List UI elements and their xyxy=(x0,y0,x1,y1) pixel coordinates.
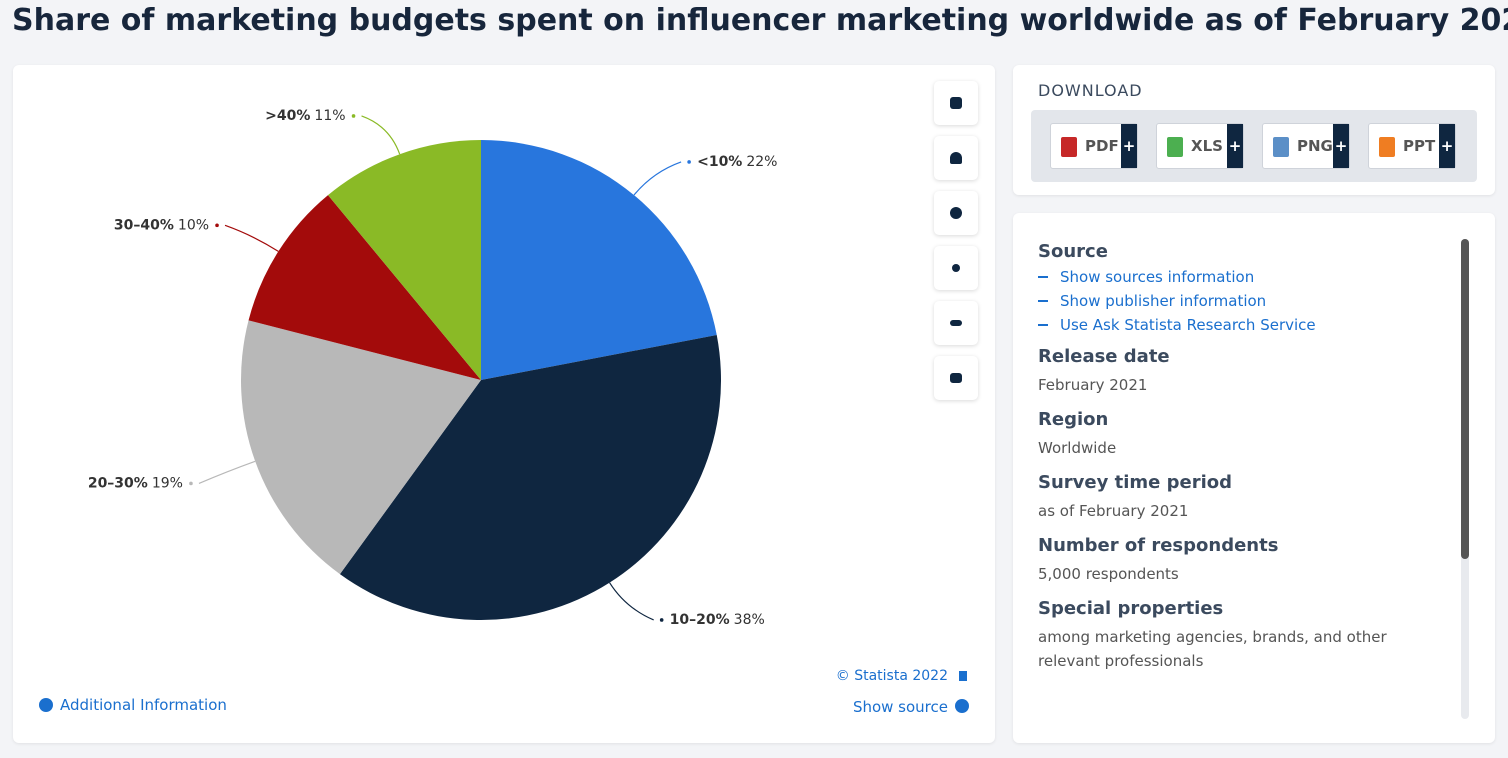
button-label: XLS xyxy=(1191,137,1223,155)
info-section: Number of respondents 5,000 respondents xyxy=(1038,535,1438,586)
category-label: 20–30% xyxy=(88,475,148,491)
info-card: Source Show sources information Show publ… xyxy=(1013,213,1495,743)
additional-info[interactable]: Additional Information xyxy=(60,696,227,714)
category-label: 30–40% xyxy=(114,217,174,233)
data-label: 30–40% 10% xyxy=(114,217,209,233)
download-button[interactable]: XLS + xyxy=(1156,123,1244,169)
label-dot xyxy=(687,160,691,164)
button-label: PPT xyxy=(1403,137,1436,155)
chart: <10% 22% 10–20% 38% 20–30% 19% 30–40% 10% >40% 11… xyxy=(88,108,778,628)
button-plus: + xyxy=(1439,124,1455,168)
pie-slice xyxy=(241,320,481,575)
section-heading: Source xyxy=(1038,241,1108,262)
file-icon xyxy=(1061,137,1077,157)
print-button[interactable] xyxy=(934,356,978,400)
value-label: 11% xyxy=(314,108,345,124)
button-label: PDF xyxy=(1085,137,1119,155)
leader-line xyxy=(633,161,682,196)
credit[interactable]: © Statista 2022 xyxy=(835,668,948,684)
section-heading: Survey time period xyxy=(1038,472,1232,493)
link-row: Show publisher information xyxy=(1038,292,1438,310)
file-icon xyxy=(1167,137,1183,157)
show-source[interactable]: Show source xyxy=(852,698,948,716)
arrow-icon xyxy=(1038,300,1048,302)
leader-line xyxy=(609,582,654,621)
scrollbar-thumb xyxy=(1461,239,1469,559)
info-section: Region Worldwide xyxy=(1038,409,1438,460)
value-label: 22% xyxy=(746,154,777,170)
settings-button[interactable] xyxy=(934,191,978,235)
leader-line xyxy=(361,115,401,155)
info-icon xyxy=(955,699,969,713)
file-icon xyxy=(1273,137,1289,157)
info-content: Source Show sources information Show publ… xyxy=(1038,229,1438,721)
info-section: Release date February 2021 xyxy=(1038,346,1438,397)
category-label: >40% xyxy=(265,108,310,124)
data-label: <10% 22% xyxy=(697,154,777,170)
info-section: Survey time period as of February 2021 xyxy=(1038,472,1438,523)
value-label: 19% xyxy=(152,475,183,491)
download-button[interactable]: PNG + xyxy=(1262,123,1350,169)
section-heading: Region xyxy=(1038,409,1109,430)
category-label: <10% xyxy=(697,154,742,170)
cite-button[interactable] xyxy=(934,301,978,345)
section-heading: Release date xyxy=(1038,346,1170,367)
section-text: Worldwide xyxy=(1038,439,1117,457)
button-plus: + xyxy=(1333,124,1349,168)
source-link[interactable]: Show sources information xyxy=(1060,268,1255,286)
data-label: >40% 11% xyxy=(265,108,345,124)
section-text: 5,000 respondents xyxy=(1038,565,1179,583)
arrow-icon xyxy=(1038,324,1048,326)
download-title: DOWNLOAD xyxy=(1038,81,1143,100)
source-link[interactable]: Use Ask Statista Research Service xyxy=(1060,316,1316,334)
data-label: 20–30% 19% xyxy=(88,475,183,491)
info-section: Special properties among marketing agenci… xyxy=(1038,598,1438,673)
download-button[interactable]: PPT + xyxy=(1368,123,1456,169)
file-icon xyxy=(1379,137,1395,157)
label-dot xyxy=(659,618,664,622)
button-label: PNG xyxy=(1297,137,1333,155)
chart-card: <10% 22% 10–20% 38% 20–30% 19% 30–40% 10% >40% 11… xyxy=(13,65,995,743)
arrow-icon xyxy=(1038,276,1048,278)
download-button[interactable]: PDF + xyxy=(1050,123,1138,169)
share-button[interactable] xyxy=(934,246,978,290)
button-plus: + xyxy=(1121,124,1137,168)
info-icon xyxy=(39,698,53,712)
section-heading: Special properties xyxy=(1038,598,1224,619)
leader-line xyxy=(198,460,256,485)
favorite-button[interactable] xyxy=(934,81,978,125)
pie-slice xyxy=(481,140,717,380)
link-row: Use Ask Statista Research Service xyxy=(1038,316,1438,334)
section-text: as of February 2021 xyxy=(1038,502,1189,520)
download-card: DOWNLOAD PDF + XLS + PNG + PPT + xyxy=(1013,65,1495,195)
label-dot xyxy=(351,114,356,118)
section-text: February 2021 xyxy=(1038,376,1148,394)
section-text: among marketing agencies, brands, and ot… xyxy=(1038,628,1387,670)
button-plus: + xyxy=(1227,124,1243,168)
source-link[interactable]: Show publisher information xyxy=(1060,292,1267,310)
flag-icon xyxy=(959,671,967,681)
pie-slice xyxy=(328,140,481,380)
pie-slice xyxy=(248,195,481,380)
leader-line xyxy=(224,224,279,252)
pie-slice xyxy=(339,335,722,621)
section-heading: Number of respondents xyxy=(1038,535,1279,556)
label-dot xyxy=(189,481,193,486)
link-row: Show sources information xyxy=(1038,268,1438,286)
category-label: 10–20% xyxy=(670,612,730,628)
value-label: 38% xyxy=(734,612,765,628)
alert-button[interactable] xyxy=(934,136,978,180)
data-label: 10–20% 38% xyxy=(670,612,765,628)
page-title: Share of marketing budgets spent on infl… xyxy=(12,3,1508,38)
label-dot xyxy=(215,223,219,228)
value-label: 10% xyxy=(178,217,209,233)
